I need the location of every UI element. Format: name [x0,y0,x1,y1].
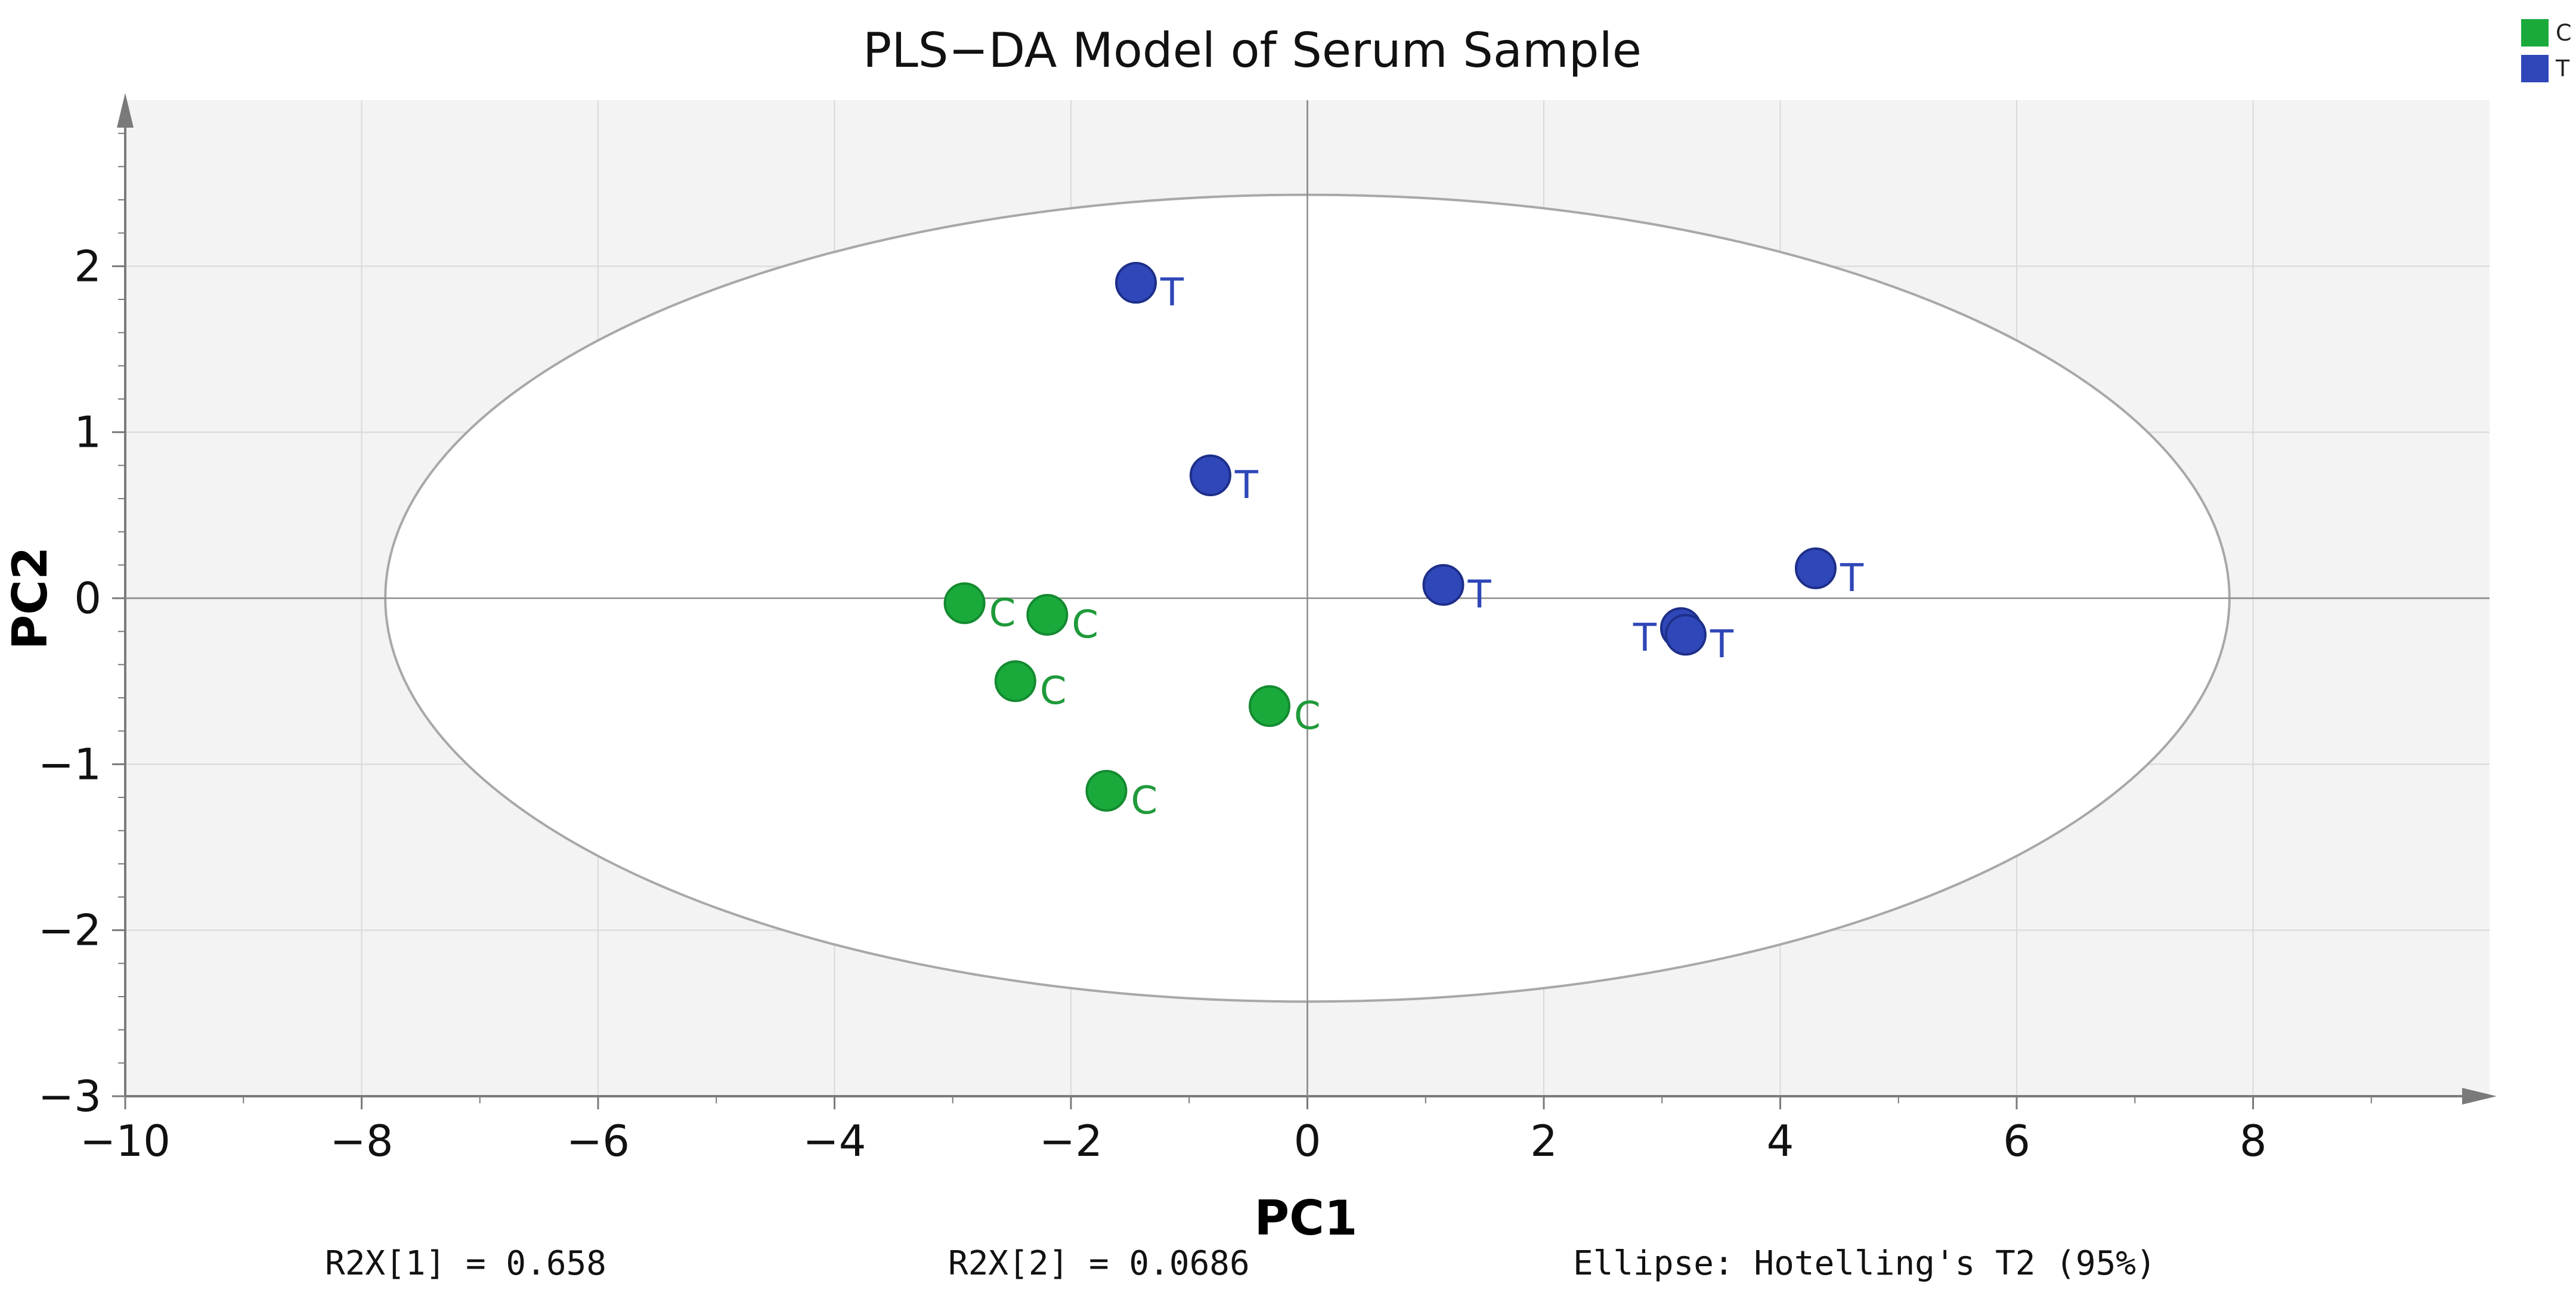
point-t [1115,262,1157,304]
x-tick-label: 6 [2003,1116,2030,1166]
point-c [1085,769,1128,812]
y-tick-label: 0 [74,573,101,623]
point-c [1249,685,1291,727]
chart-title: PLS−DA Model of Serum Sample [863,23,1642,78]
x-tick-label: −8 [330,1116,393,1166]
point-label-t: T [1840,556,1864,601]
point-label-t: T [1234,463,1259,508]
point-label-t: T [1710,623,1734,667]
x-tick-label: 4 [1767,1116,1794,1166]
legend-label-c: C [2556,20,2572,46]
x-tick-label: 2 [1530,1116,1558,1166]
x-tick-label: −2 [1039,1116,1103,1166]
y-tick-label: −3 [38,1071,101,1121]
legend-swatch-t [2521,55,2549,82]
r2x1-value: R2X[1] = 0.658 [325,1244,606,1283]
point-c [994,660,1036,703]
r2x2-value: R2X[2] = 0.0686 [948,1244,1250,1283]
x-axis-arrow [2462,1088,2497,1105]
x-axis-label: PC1 [1254,1190,1357,1246]
point-label-t: T [1633,616,1657,660]
x-tick-label: −10 [80,1116,171,1166]
x-tick-label: 0 [1294,1116,1321,1166]
x-tick-label: −6 [566,1116,630,1166]
point-label-c: C [989,591,1016,635]
point-t [1189,454,1231,497]
point-label-c: C [1040,669,1067,713]
y-tick-label: −1 [38,739,101,789]
point-label-c: C [1294,694,1321,738]
y-tick-label: 1 [74,407,101,457]
point-t [1422,564,1465,606]
point-label-c: C [1072,603,1098,647]
ellipse-note: Ellipse: Hotelling's T2 (95%) [1573,1244,2156,1283]
legend-label-t: T [2555,55,2570,82]
y-axis-label: PC2 [2,546,58,650]
point-c [943,582,986,624]
legend: CT [2521,19,2572,82]
y-tick-label: −2 [38,905,101,955]
point-label-t: T [1160,271,1184,315]
legend-swatch-c [2521,19,2549,47]
point-c [1026,593,1069,636]
point-label-t: T [1467,573,1491,617]
point-label-c: C [1131,779,1157,823]
point-t [1664,614,1707,656]
x-tick-label: 8 [2240,1116,2267,1166]
point-t [1794,547,1837,589]
y-axis-arrow [117,93,134,128]
y-tick-label: 2 [74,241,101,291]
x-tick-label: −4 [803,1116,866,1166]
